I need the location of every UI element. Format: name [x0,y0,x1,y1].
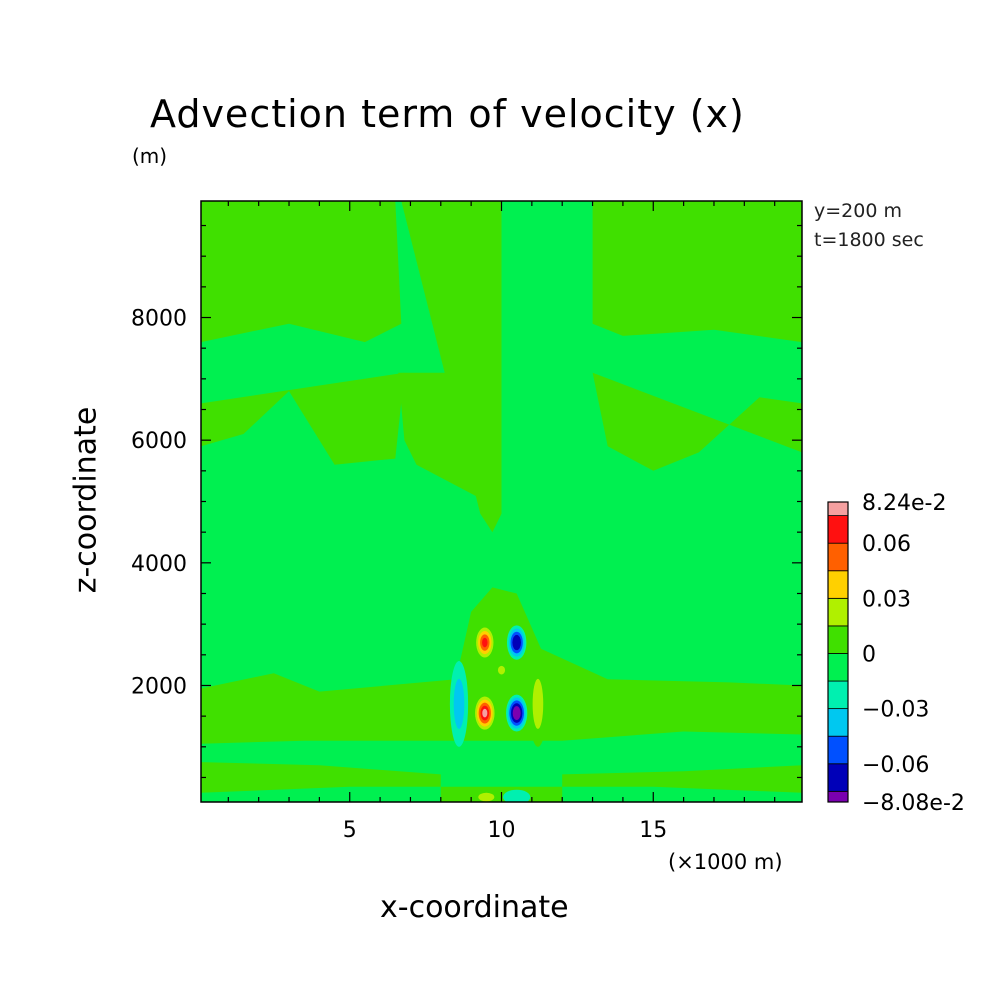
y-tick-label: 6000 [131,429,187,454]
colorbar-label: −0.06 [862,753,929,778]
colorbar-segment [827,542,849,572]
x-axis-label: x-coordinate [380,890,569,925]
surface-right-negative-level-1 [508,792,525,802]
x-tick-label: 5 [343,818,357,843]
colorbar-segment [827,625,849,654]
core-lower-positive-level-5 [482,708,488,718]
time-annotation: t=1800 sec [814,229,924,251]
x-tick-label: 15 [639,818,667,843]
axes: 5 10 15 2000 4000 6000 8000 [131,201,802,843]
y-tick-label: 4000 [131,552,187,577]
core-lower-negative-level-5 [514,709,520,718]
y-tick-label: 8000 [131,307,187,332]
colorbar-segment [827,735,849,765]
surface-left-positive-level-1 [478,792,495,802]
colorbar-frame [827,501,849,803]
colorbar-segment [827,501,849,517]
central-column-positive-lower [398,372,502,502]
colorbar-segment [827,763,849,792]
colorbar-label: 0.03 [862,587,911,612]
colorbar-segment [827,708,849,737]
colorbar-segment [827,653,849,682]
colorbar-label: 8.24e-2 [862,491,946,516]
x-tick-label: 10 [488,818,516,843]
colorbar-segment [827,790,849,803]
upper-left-positive-band [201,201,402,343]
colorbar-label: 0.06 [862,532,911,557]
upper-right-positive-band [592,201,802,343]
colorbar-segment [827,570,849,599]
mid-positive-small-level-1 [497,665,506,675]
x-unit-label: (×1000 m) [668,850,783,874]
mid-wave-right [592,372,802,471]
colorbar-segment [827,515,849,544]
plot-area [201,201,802,802]
core-upper-negative-level-4 [514,638,520,648]
chart-title: Advection term of velocity (x) [150,92,745,136]
colorbar-label: 0 [862,642,876,667]
y-position-annotation: y=200 m [814,200,902,222]
colorbar-label: −0.03 [862,698,929,723]
core-upper-positive-level-4 [482,637,488,648]
colorbar-segment [827,597,849,627]
colorbar: 8.24e-2 0.06 0.03 0 −0.03 −0.06 −8.08e-2 [827,491,965,816]
z-unit-label: (m) [132,144,168,168]
y-tick-label: 2000 [131,674,187,699]
side-right-positive-level-1 [532,678,544,729]
side-left-negative-level-1 [453,678,465,729]
colorbar-segment [827,680,849,710]
mid-wave-left [201,372,405,465]
near-surface-band [201,762,802,802]
colorbar-label: −8.08e-2 [862,791,965,816]
